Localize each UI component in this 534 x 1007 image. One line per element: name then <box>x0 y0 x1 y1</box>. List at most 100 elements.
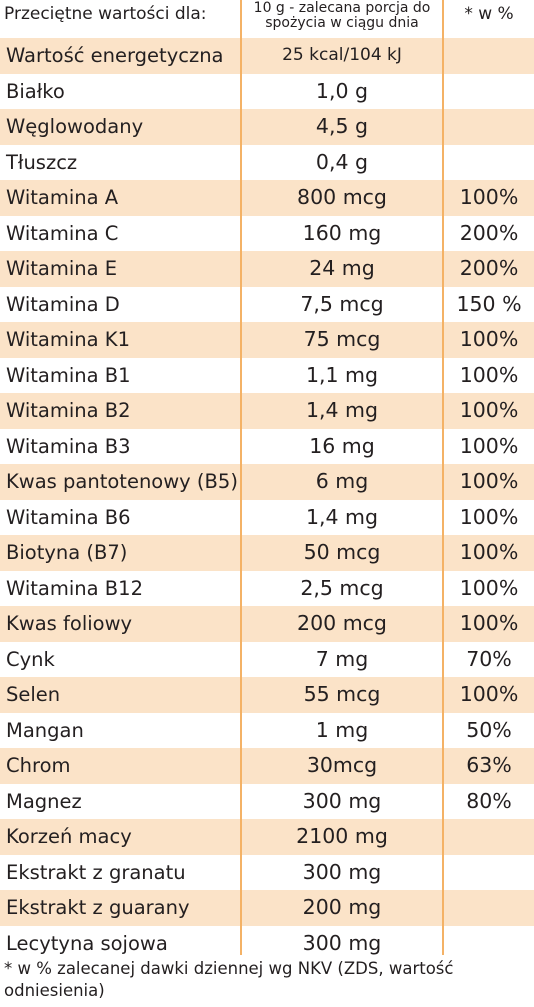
nutrient-name: Mangan <box>6 718 84 742</box>
nutrient-name: Witamina B12 <box>6 576 143 600</box>
table-row: Wartość energetyczna 25 kcal/104 kJ <box>0 38 534 74</box>
column-divider-2 <box>442 0 444 955</box>
nutrient-percent: 150 % <box>456 291 522 316</box>
table-row: Witamina B3 16 mg 100% <box>0 429 534 465</box>
nutrient-percent <box>444 855 534 891</box>
footnote: * w % zalecanej dawki dziennej wg NKV (Z… <box>4 959 454 1000</box>
nutrient-percent: 200% <box>459 220 519 245</box>
nutrient-percent: 100% <box>459 540 519 564</box>
table-row: Mangan 1 mg 50% <box>0 713 534 749</box>
nutrient-percent: 100% <box>459 327 519 351</box>
nutrient-name: Białko <box>6 79 65 103</box>
nutrient-amount: 800 mcg <box>297 185 387 209</box>
nutrient-name: Ekstrakt z granatu <box>6 860 186 884</box>
nutrient-percent: 100% <box>459 682 519 706</box>
nutrient-name: Węglowodany <box>6 115 144 138</box>
nutrient-amount: 75 mcg <box>303 327 381 351</box>
table-row: Witamina K1 75 mcg 100% <box>0 322 534 358</box>
table-row: Witamina B1 1,1 mg 100% <box>0 358 534 394</box>
table-row: Witamina E 24 mg 200% <box>0 251 534 287</box>
nutrient-amount: 25 kcal/104 kJ <box>282 45 402 65</box>
nutrient-percent <box>444 890 534 926</box>
nutrient-percent: 100% <box>459 504 519 529</box>
table-row: Witamina C 160 mg 200% <box>0 216 534 252</box>
nutrient-name: Wartość energetyczna <box>6 44 224 67</box>
nutrient-amount: 200 mcg <box>297 611 387 635</box>
nutrient-percent: 100% <box>459 398 519 422</box>
nutrient-percent <box>444 819 534 855</box>
nutrient-name: Biotyna (B7) <box>6 541 128 564</box>
nutrient-percent: 100% <box>459 469 519 493</box>
nutrient-name: Magnez <box>6 789 82 813</box>
nutrient-name: Lecytyna sojowa <box>6 931 168 955</box>
table-row: Lecytyna sojowa 300 mg <box>0 926 534 962</box>
table-row: Selen 55 mcg 100% <box>0 677 534 713</box>
nutrient-name: Kwas foliowy <box>6 612 133 635</box>
nutrient-name: Tłuszcz <box>6 150 78 174</box>
column-divider-1 <box>240 0 242 955</box>
nutrient-amount: 2100 mg <box>296 824 388 848</box>
nutrient-amount: 24 mg <box>309 256 375 280</box>
header-label-column: Przeciętne wartości dla: <box>4 4 207 24</box>
table-row: Cynk 7 mg 70% <box>0 642 534 678</box>
table-row: Ekstrakt z guarany 200 mg <box>0 890 534 926</box>
table-row: Magnez 300 mg 80% <box>0 784 534 820</box>
nutrient-amount: 300 mg <box>302 859 382 884</box>
nutrient-amount: 6 mg <box>315 469 369 493</box>
nutrient-amount: 1 mg <box>315 717 369 742</box>
nutrient-amount: 1,1 mg <box>305 362 379 387</box>
table-row: Kwas foliowy 200 mcg 100% <box>0 606 534 642</box>
nutrition-table: Przeciętne wartości dla: 10 g - zalecana… <box>0 0 534 961</box>
table-row: Węglowodany 4,5 g <box>0 109 534 145</box>
nutrient-percent: 200% <box>459 256 519 280</box>
nutrient-percent: 100% <box>459 575 519 600</box>
table-row: Korzeń macy 2100 mg <box>0 819 534 855</box>
table-row: Witamina B6 1,4 mg 100% <box>0 500 534 536</box>
nutrient-percent <box>444 38 534 74</box>
nutrient-percent: 63% <box>466 753 512 777</box>
nutrient-name: Witamina B2 <box>6 399 131 422</box>
nutrient-percent: 80% <box>466 788 512 813</box>
nutrient-percent: 100% <box>459 362 519 387</box>
table-row: Biotyna (B7) 50 mcg 100% <box>0 535 534 571</box>
nutrient-name: Witamina C <box>6 221 119 245</box>
table-row: Ekstrakt z granatu 300 mg <box>0 855 534 891</box>
nutrient-amount: 200 mg <box>302 895 382 919</box>
nutrient-percent: 100% <box>459 611 519 635</box>
table-row: Witamina A 800 mcg 100% <box>0 180 534 216</box>
nutrient-amount: 0,4 g <box>315 149 369 174</box>
nutrient-percent: 50% <box>466 717 512 742</box>
nutrient-name: Kwas pantotenowy (B5) <box>6 470 238 493</box>
table-row: Witamina B12 2,5 mcg 100% <box>0 571 534 607</box>
table-row: Chrom 30mcg 63% <box>0 748 534 784</box>
nutrient-amount: 55 mcg <box>303 682 381 706</box>
nutrient-name: Witamina B6 <box>6 505 131 529</box>
nutrient-amount: 300 mg <box>302 788 382 813</box>
nutrient-amount: 1,0 g <box>315 78 369 103</box>
nutrient-percent: 100% <box>459 433 519 458</box>
nutrient-amount: 1,4 mg <box>305 504 379 529</box>
header-percent-column: * w % <box>464 4 514 24</box>
nutrient-percent: 70% <box>466 646 512 671</box>
nutrient-name: Chrom <box>6 754 71 777</box>
nutrient-amount: 16 mg <box>309 433 375 458</box>
nutrient-name: Witamina K1 <box>6 328 130 351</box>
table-header: Przeciętne wartości dla: 10 g - zalecana… <box>0 0 534 38</box>
table-row: Witamina D 7,5 mcg 150 % <box>0 287 534 323</box>
nutrient-amount: 160 mg <box>302 220 382 245</box>
nutrient-amount: 50 mcg <box>303 540 381 564</box>
nutrient-percent <box>444 109 534 145</box>
nutrient-name: Selen <box>6 683 61 706</box>
nutrient-percent <box>444 145 534 181</box>
nutrient-name: Witamina D <box>6 292 120 316</box>
nutrient-amount: 7,5 mcg <box>300 291 384 316</box>
nutrient-percent <box>444 926 534 962</box>
table-body: Wartość energetyczna 25 kcal/104 kJ Białko… <box>0 38 534 961</box>
nutrient-amount: 300 mg <box>302 930 382 955</box>
nutrient-name: Witamina E <box>6 257 118 280</box>
nutrient-name: Witamina B3 <box>6 434 131 458</box>
nutrient-amount: 4,5 g <box>315 114 369 138</box>
header-portion-column: 10 g - zalecana porcja do spożycia w cią… <box>253 0 431 31</box>
nutrient-name: Korzeń macy <box>6 825 132 848</box>
nutrient-percent: 100% <box>459 185 519 209</box>
